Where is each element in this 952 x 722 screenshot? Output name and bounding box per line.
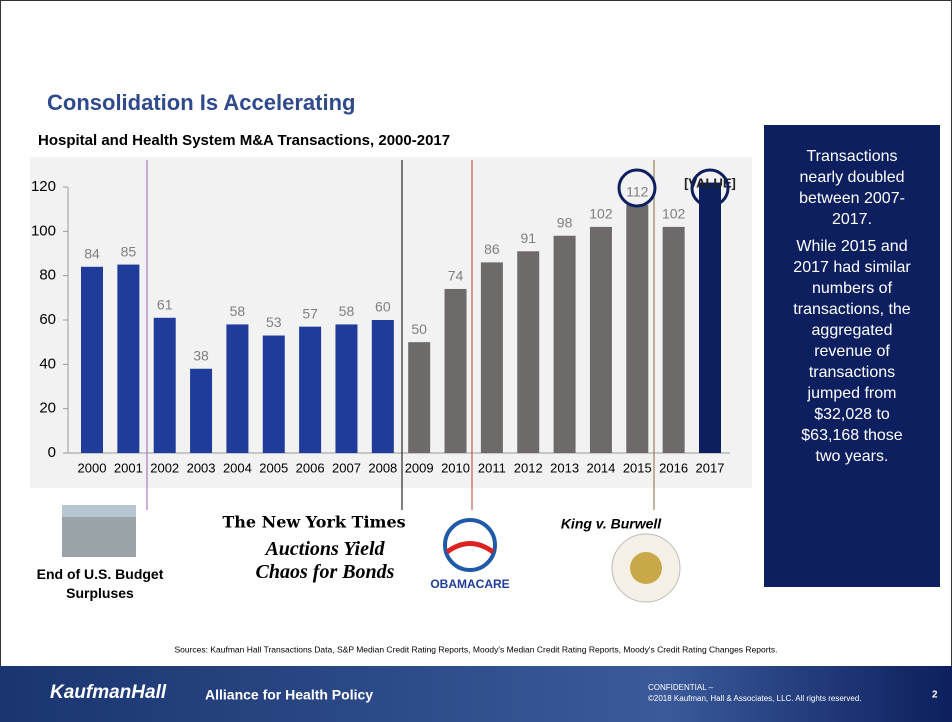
value-label: 91 [520, 230, 536, 246]
slide-title: Consolidation Is Accelerating [47, 90, 355, 115]
value-label: 53 [266, 314, 282, 330]
page-number: 2 [932, 690, 938, 701]
court-seal-eagle [630, 552, 662, 584]
value-label: 60 [375, 299, 391, 315]
bar [117, 264, 140, 453]
y-tick-label: 40 [39, 355, 56, 372]
bar [553, 235, 576, 453]
x-tick-label: 2010 [441, 460, 470, 475]
x-tick-label: 2012 [514, 460, 543, 475]
event-label: End of U.S. Budget Surpluses [36, 566, 164, 601]
value-label: 61 [157, 296, 173, 312]
footer-brand: KaufmanHall [50, 682, 167, 703]
event-label: OBAMACARE [430, 577, 509, 591]
bar [262, 335, 285, 453]
bar [153, 317, 176, 453]
x-tick-label: 2009 [405, 460, 434, 475]
y-tick-label: 100 [31, 222, 56, 239]
value-label: 102 [662, 206, 686, 222]
y-tick-label: 60 [39, 311, 56, 328]
x-tick-label: 2004 [223, 460, 252, 475]
value-label: 58 [339, 303, 355, 319]
bar [444, 288, 467, 453]
treasury-image-sky [62, 505, 136, 517]
value-label: 38 [193, 347, 209, 363]
event-headline: Auctions Yield Chaos for Bonds [255, 538, 395, 583]
value-label: 84 [84, 246, 100, 262]
x-tick-label: 2017 [696, 460, 725, 475]
bar [226, 324, 249, 453]
x-tick-label: 2000 [78, 460, 107, 475]
sidebar-text: While 2015 and 2017 had similar numbers … [793, 238, 911, 465]
value-label: 50 [411, 321, 427, 337]
value-label: 98 [557, 214, 573, 230]
y-tick-label: 0 [48, 444, 56, 461]
event-label: King v. Burwell [561, 516, 662, 532]
bar [408, 342, 431, 453]
x-tick-label: 2013 [550, 460, 579, 475]
value-label: 86 [484, 241, 500, 257]
highlight-circle [617, 168, 657, 208]
footer-copyright: ©2018 Kaufman, Hall & Associates, LLC. A… [648, 694, 862, 703]
bar [81, 266, 103, 453]
footer-event: Alliance for Health Policy [205, 687, 373, 703]
x-tick-label: 2001 [114, 460, 143, 475]
bar [190, 368, 213, 453]
bar [589, 226, 612, 453]
y-tick-label: 120 [31, 178, 56, 195]
x-tick-label: 2002 [150, 460, 179, 475]
x-tick-label: 2007 [332, 460, 361, 475]
footer-bar [0, 666, 952, 722]
y-tick-label: 80 [39, 267, 56, 284]
x-tick-label: 2014 [586, 460, 615, 475]
bar [299, 326, 322, 453]
bar [480, 262, 503, 453]
sources: Sources: Kaufman Hall Transactions Data,… [174, 644, 777, 654]
sidebar-text: Transactions nearly doubled between 2007… [799, 148, 905, 228]
obama-logo-stripe [445, 541, 495, 555]
value-label: 74 [448, 268, 464, 284]
bar [662, 226, 685, 453]
bar [699, 182, 721, 454]
bar [335, 324, 358, 453]
x-tick-label: 2015 [623, 460, 652, 475]
x-tick-label: 2005 [259, 460, 288, 475]
chart-title: Hospital and Health System M&A Transacti… [38, 132, 450, 149]
x-tick-label: 2011 [478, 460, 506, 475]
value-label: [VALUE] [684, 175, 736, 190]
footer-confidential: CONFIDENTIAL – [648, 683, 714, 692]
value-label: 57 [302, 305, 318, 321]
value-label: 102 [589, 206, 613, 222]
sidebar: Transactions nearly doubled between 2007… [790, 146, 914, 473]
highlight-circle [690, 168, 730, 208]
bar [371, 320, 394, 453]
value-label: 85 [121, 243, 137, 259]
y-tick-label: 20 [39, 400, 56, 417]
value-label: 112 [626, 183, 649, 199]
bar [517, 251, 540, 453]
x-tick-label: 2006 [296, 460, 325, 475]
value-label: 58 [230, 303, 246, 319]
sidebar-box [764, 125, 940, 587]
x-tick-label: 2008 [368, 460, 397, 475]
x-tick-label: 2016 [659, 460, 688, 475]
bar [626, 204, 649, 453]
nyt-masthead: The New York Times [222, 513, 405, 532]
x-tick-label: 2003 [187, 460, 216, 475]
